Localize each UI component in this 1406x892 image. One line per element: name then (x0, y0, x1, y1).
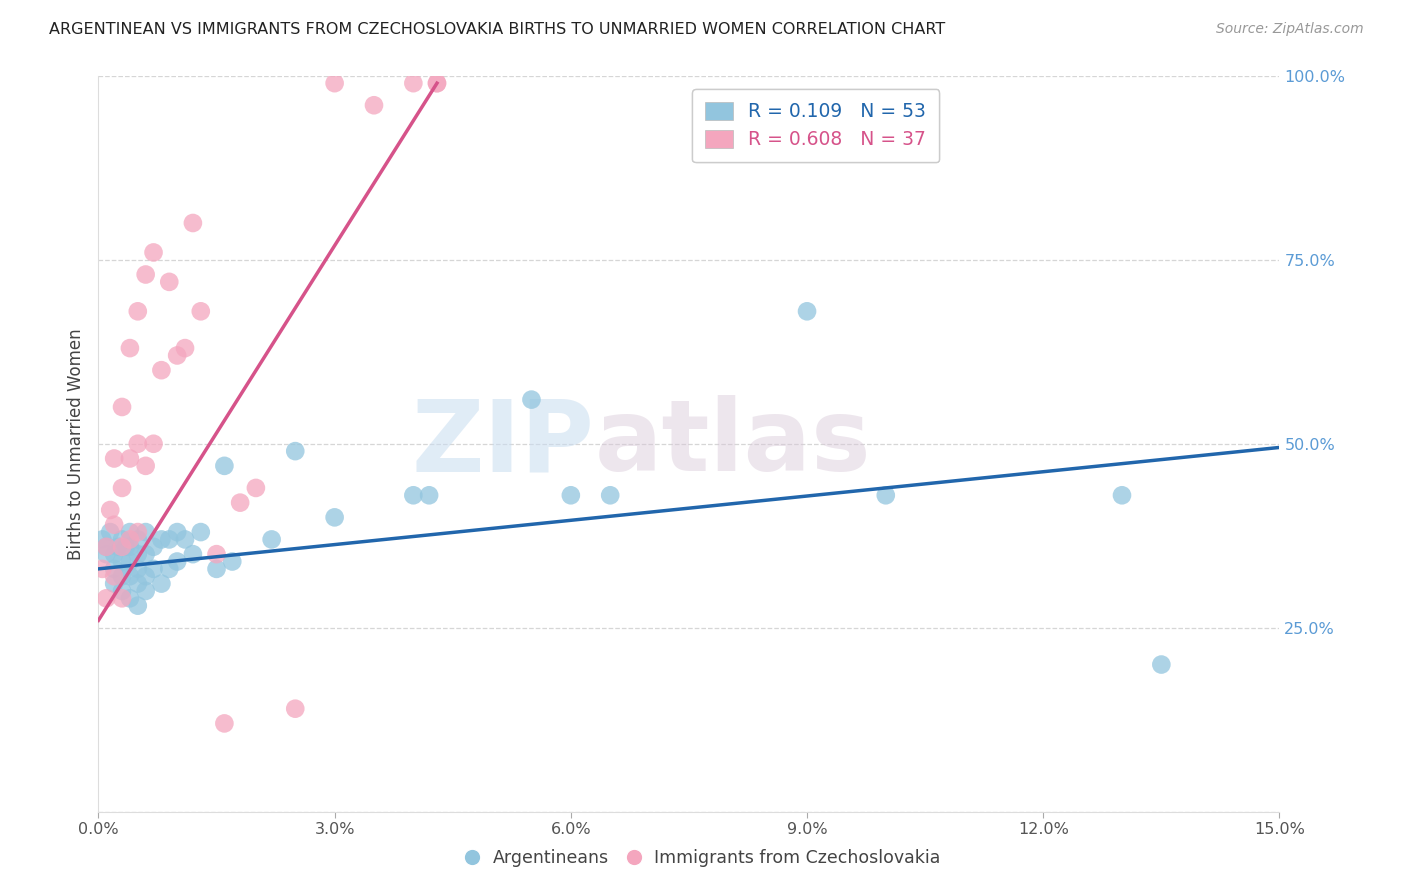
Point (284, 701, 307, 715)
Point (174, 341, 197, 355)
Legend: R = 0.109   N = 53, R = 0.608   N = 37: R = 0.109 N = 53, R = 0.608 N = 37 (692, 89, 939, 162)
Point (98, 524, 121, 539)
Point (245, 481, 267, 495)
Point (118, 524, 141, 539)
Point (142, 540, 165, 554)
Point (166, 348, 188, 362)
Point (111, 584, 134, 599)
Point (174, 533, 197, 547)
Text: ARGENTINEAN VS IMMIGRANTS FROM CZECHOSLOVAKIA BIRTHS TO UNMARRIED WOMEN CORRELAT: ARGENTINEAN VS IMMIGRANTS FROM CZECHOSLO… (49, 22, 945, 37)
Point (98, 503, 121, 517)
Point (127, 524, 149, 539)
Point (181, 547, 204, 561)
Point (111, 569, 134, 583)
Point (166, 524, 188, 539)
Point (91, 562, 114, 576)
Point (115, 540, 138, 554)
Point (229, 496, 252, 510)
Point (103, 517, 125, 532)
Legend: Argentineans, Immigrants from Czechoslovakia: Argentineans, Immigrants from Czechoslov… (458, 843, 948, 874)
Point (96, 540, 118, 554)
Point (111, 481, 134, 495)
Point (157, 562, 180, 576)
Point (111, 533, 134, 547)
Point (118, 540, 141, 554)
Point (214, 716, 236, 731)
Text: ZIP: ZIP (412, 395, 595, 492)
Point (103, 569, 125, 583)
Point (127, 304, 149, 318)
Point (118, 569, 141, 583)
Text: atlas: atlas (595, 395, 872, 492)
Point (135, 458, 157, 473)
Point (418, 488, 440, 502)
Point (260, 533, 283, 547)
Point (96, 540, 118, 554)
Text: Source: ZipAtlas.com: Source: ZipAtlas.com (1216, 22, 1364, 37)
Point (127, 436, 149, 450)
Point (127, 576, 149, 591)
Point (796, 304, 818, 318)
Point (111, 540, 134, 554)
Point (135, 584, 157, 599)
Point (118, 554, 141, 569)
Point (111, 400, 134, 414)
Point (111, 591, 134, 606)
Point (323, 76, 346, 90)
Point (118, 451, 141, 466)
Point (150, 576, 173, 591)
Point (599, 488, 621, 502)
Point (214, 458, 236, 473)
Point (157, 275, 180, 289)
Point (875, 488, 897, 502)
Point (205, 547, 228, 561)
Point (1111, 488, 1133, 502)
Point (166, 554, 188, 569)
Point (181, 216, 204, 230)
Point (150, 533, 173, 547)
Point (127, 562, 149, 576)
Point (142, 436, 165, 450)
Point (135, 524, 157, 539)
Point (520, 392, 543, 407)
Point (284, 444, 307, 458)
Point (127, 533, 149, 547)
Point (127, 599, 149, 613)
Point (426, 76, 449, 90)
Point (118, 591, 141, 606)
Point (142, 562, 165, 576)
Point (323, 510, 346, 524)
Point (135, 569, 157, 583)
Point (157, 533, 180, 547)
Point (190, 304, 212, 318)
Point (118, 341, 141, 355)
Point (127, 547, 149, 561)
Point (402, 488, 425, 502)
Point (1150, 657, 1173, 672)
Y-axis label: Births to Unmarried Women: Births to Unmarried Women (66, 328, 84, 559)
Point (96, 591, 118, 606)
Point (142, 245, 165, 260)
Point (221, 554, 243, 569)
Point (402, 76, 425, 90)
Point (103, 562, 125, 576)
Point (91, 533, 114, 547)
Point (363, 98, 385, 112)
Point (118, 533, 141, 547)
Point (135, 268, 157, 282)
Point (103, 547, 125, 561)
Point (560, 488, 582, 502)
Point (96, 547, 118, 561)
Point (190, 524, 212, 539)
Point (107, 540, 129, 554)
Point (103, 576, 125, 591)
Point (103, 451, 125, 466)
Point (150, 363, 173, 377)
Point (135, 547, 157, 561)
Point (111, 554, 134, 569)
Point (426, 76, 449, 90)
Point (205, 562, 228, 576)
